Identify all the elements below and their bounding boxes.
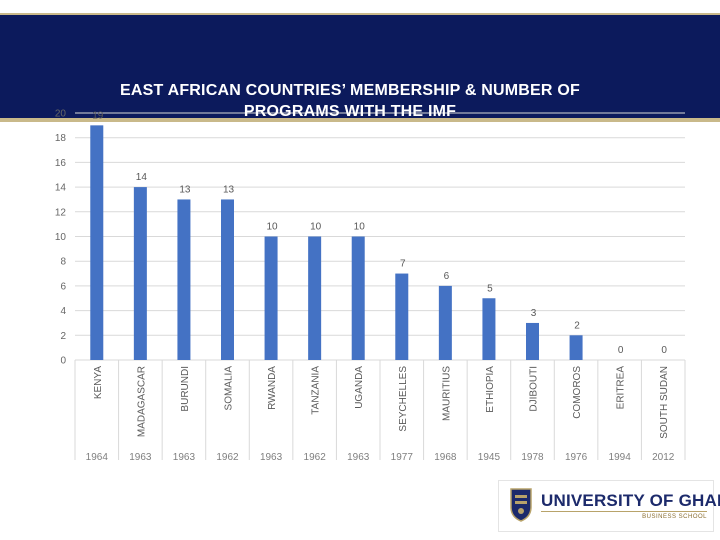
y-tick-label: 2 xyxy=(60,331,66,342)
logo-divider xyxy=(541,511,707,512)
y-tick-label: 16 xyxy=(55,158,67,169)
bar xyxy=(569,335,583,360)
category-label: SOMALIA xyxy=(224,366,235,411)
y-tick-label: 4 xyxy=(60,306,66,317)
data-label: 13 xyxy=(223,184,235,195)
data-label: 10 xyxy=(310,222,322,233)
banner-bottom-rule xyxy=(0,118,720,122)
data-label: 10 xyxy=(354,222,366,233)
category-label: TANZANIA xyxy=(311,366,322,415)
membership-year-label: 1962 xyxy=(304,452,327,463)
category-label: KENYA xyxy=(93,366,104,399)
data-label: 19 xyxy=(92,110,104,121)
bar xyxy=(264,236,278,360)
bar xyxy=(438,285,452,360)
membership-year-label: 2012 xyxy=(652,452,675,463)
bar xyxy=(133,187,147,360)
category-label: SOUTH SUDAN xyxy=(659,366,670,439)
category-label: UGANDA xyxy=(354,366,365,409)
y-tick-label: 18 xyxy=(55,133,67,144)
membership-year-label: 1945 xyxy=(478,452,501,463)
category-label: BURUNDI xyxy=(180,366,191,412)
university-logo: UNIVERSITY OF GHANA BUSINESS SCHOOL xyxy=(498,480,720,532)
bar xyxy=(177,199,191,360)
school-name: BUSINESS SCHOOL xyxy=(642,514,707,520)
membership-year-label: 1963 xyxy=(347,452,370,463)
bar xyxy=(395,273,409,360)
y-tick-label: 20 xyxy=(55,109,67,120)
y-tick-label: 0 xyxy=(60,356,66,367)
data-label: 14 xyxy=(136,172,148,183)
y-tick-label: 6 xyxy=(60,281,66,292)
membership-year-label: 1962 xyxy=(216,452,239,463)
category-label: RWANDA xyxy=(267,366,278,410)
bar xyxy=(526,322,539,360)
y-tick-label: 12 xyxy=(55,207,67,218)
category-label: MADAGASCAR xyxy=(136,366,147,437)
crest-icon xyxy=(510,488,532,522)
data-label: 0 xyxy=(661,345,667,356)
bar xyxy=(308,236,322,360)
data-label: 0 xyxy=(618,345,624,356)
y-tick-label: 10 xyxy=(55,232,67,243)
membership-year-label: 1994 xyxy=(609,452,632,463)
membership-year-label: 1968 xyxy=(434,452,457,463)
category-label: SEYCHELLES xyxy=(398,366,409,432)
membership-year-label: 1963 xyxy=(129,452,152,463)
banner-top-rule xyxy=(0,13,720,16)
bar xyxy=(221,199,234,360)
data-label: 3 xyxy=(531,308,537,319)
category-label: DJIBOUTI xyxy=(529,366,540,412)
category-label: COMOROS xyxy=(572,366,583,419)
membership-year-label: 1978 xyxy=(521,452,544,463)
university-name: UNIVERSITY OF GHANA xyxy=(541,491,720,510)
title-banner xyxy=(0,15,720,119)
data-label: 13 xyxy=(179,184,191,195)
membership-year-label: 1964 xyxy=(86,452,109,463)
data-label: 10 xyxy=(267,222,279,233)
bar xyxy=(90,125,104,360)
data-label: 5 xyxy=(487,283,493,294)
category-label: MAURITIUS xyxy=(441,366,452,421)
bar xyxy=(351,236,365,360)
membership-year-label: 1977 xyxy=(391,452,414,463)
membership-year-label: 1963 xyxy=(173,452,196,463)
chart-title: EAST AFRICAN COUNTRIES’ MEMBERSHIP & NUM… xyxy=(120,82,580,120)
y-tick-label: 14 xyxy=(55,183,67,194)
membership-year-label: 1976 xyxy=(565,452,588,463)
bar xyxy=(482,298,496,360)
category-label: ETHIOPIA xyxy=(485,366,496,413)
data-label: 6 xyxy=(444,271,450,282)
data-label: 7 xyxy=(400,259,406,270)
y-tick-label: 8 xyxy=(60,257,66,268)
membership-year-label: 1963 xyxy=(260,452,283,463)
category-label: ERITREA xyxy=(616,366,627,410)
data-label: 2 xyxy=(574,320,580,331)
